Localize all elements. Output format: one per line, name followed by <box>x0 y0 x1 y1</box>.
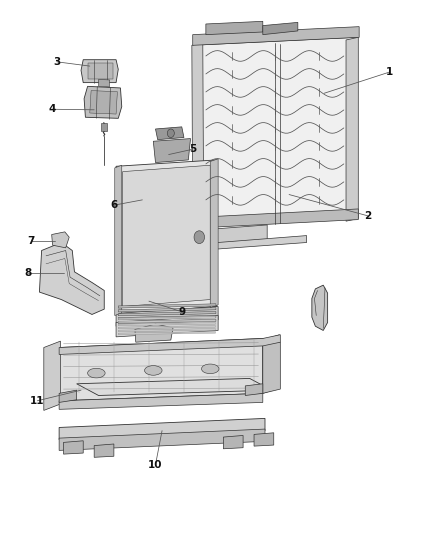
Polygon shape <box>118 320 215 323</box>
Polygon shape <box>118 311 216 316</box>
Polygon shape <box>84 86 122 118</box>
Polygon shape <box>116 160 217 314</box>
Text: 2: 2 <box>364 211 371 221</box>
Polygon shape <box>115 165 122 316</box>
Polygon shape <box>59 335 280 354</box>
Polygon shape <box>59 338 263 401</box>
Polygon shape <box>118 319 216 324</box>
Polygon shape <box>59 418 265 440</box>
Polygon shape <box>254 433 274 446</box>
Polygon shape <box>118 317 215 320</box>
Polygon shape <box>206 21 263 35</box>
Text: 3: 3 <box>53 57 60 67</box>
Polygon shape <box>59 390 77 402</box>
Text: 9: 9 <box>178 307 185 317</box>
Polygon shape <box>99 79 110 87</box>
Polygon shape <box>59 429 265 450</box>
Text: 11: 11 <box>30 396 45 406</box>
Text: 8: 8 <box>25 268 32 278</box>
Polygon shape <box>118 308 216 312</box>
Circle shape <box>194 231 205 244</box>
Ellipse shape <box>201 364 219 374</box>
Polygon shape <box>312 285 328 330</box>
Circle shape <box>167 129 174 138</box>
Polygon shape <box>118 316 216 320</box>
Polygon shape <box>155 127 184 140</box>
Polygon shape <box>346 37 358 221</box>
Polygon shape <box>195 209 358 228</box>
Ellipse shape <box>88 368 105 378</box>
Polygon shape <box>116 316 218 337</box>
Polygon shape <box>94 444 114 457</box>
Polygon shape <box>192 43 204 227</box>
Text: 5: 5 <box>189 144 196 154</box>
Polygon shape <box>263 22 298 35</box>
Polygon shape <box>64 441 83 454</box>
Ellipse shape <box>145 366 162 375</box>
Text: 4: 4 <box>49 104 56 114</box>
Polygon shape <box>59 393 263 409</box>
Polygon shape <box>135 324 173 342</box>
Polygon shape <box>77 378 272 395</box>
Polygon shape <box>223 435 243 449</box>
Polygon shape <box>193 37 357 227</box>
Polygon shape <box>153 139 191 163</box>
Polygon shape <box>118 304 216 308</box>
Polygon shape <box>263 335 279 393</box>
Polygon shape <box>123 165 210 306</box>
Polygon shape <box>118 328 215 332</box>
Polygon shape <box>197 236 307 251</box>
Polygon shape <box>245 384 263 395</box>
Text: 10: 10 <box>148 460 163 470</box>
Polygon shape <box>193 27 359 45</box>
Polygon shape <box>118 322 215 326</box>
Polygon shape <box>101 123 107 131</box>
Text: 7: 7 <box>27 236 34 246</box>
Polygon shape <box>118 326 215 329</box>
Polygon shape <box>39 243 104 314</box>
Polygon shape <box>90 91 117 114</box>
Polygon shape <box>210 159 218 308</box>
Text: 1: 1 <box>386 67 393 77</box>
Polygon shape <box>263 338 280 393</box>
Text: 6: 6 <box>110 200 117 210</box>
Polygon shape <box>81 60 118 83</box>
Polygon shape <box>52 232 69 248</box>
Polygon shape <box>197 225 267 245</box>
Polygon shape <box>88 63 113 79</box>
Polygon shape <box>118 332 215 335</box>
Circle shape <box>191 227 208 248</box>
Polygon shape <box>44 341 60 410</box>
Polygon shape <box>116 306 218 326</box>
